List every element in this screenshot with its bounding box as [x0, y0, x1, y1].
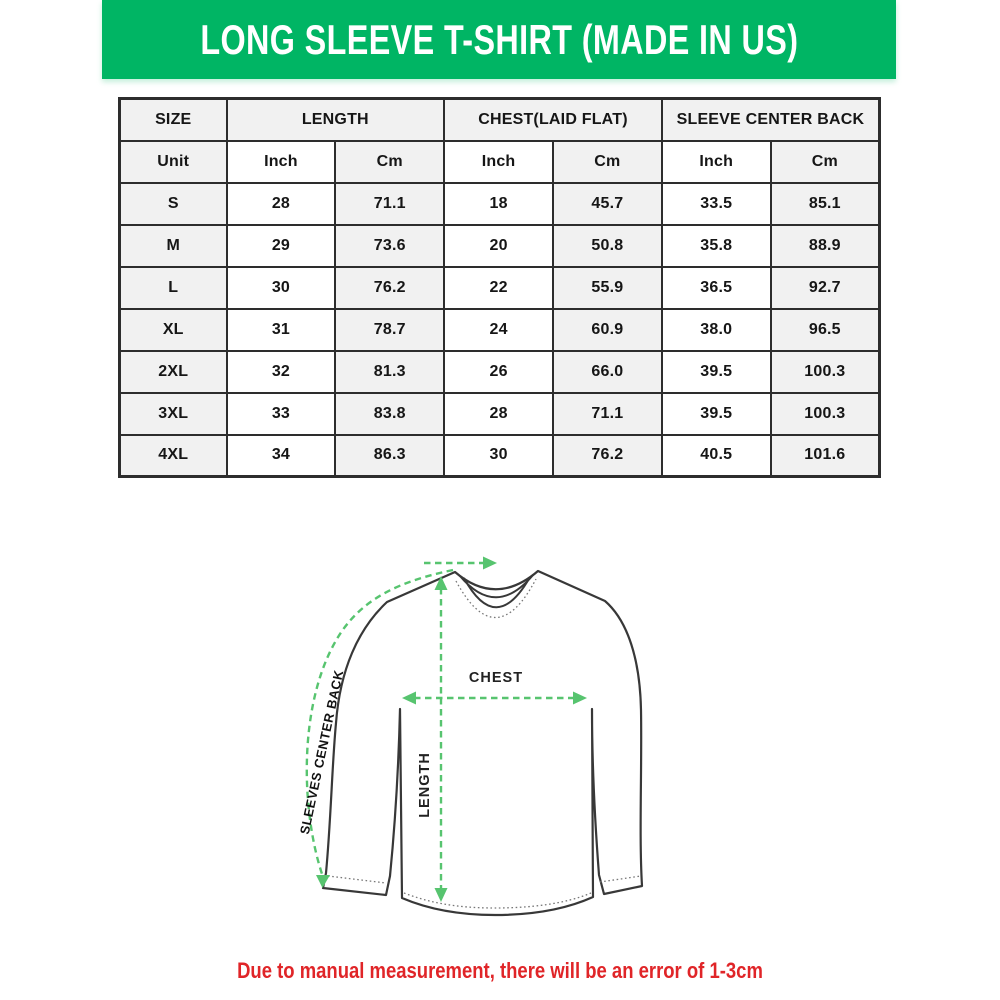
measurement-cell: 33.5 [660, 181, 772, 226]
unit-header: Cm [769, 139, 881, 184]
left-cuff-stitch-line [327, 875, 387, 884]
measurement-cell: 32 [225, 349, 337, 394]
measurement-cell: 31 [225, 307, 337, 352]
measurement-cell: 88.9 [769, 223, 881, 268]
measurement-cell: 24 [443, 307, 554, 352]
measurement-cell: 73.6 [334, 223, 446, 268]
chest-label: CHEST [469, 670, 523, 686]
sleeve-arrowhead-down [316, 875, 330, 888]
measurement-cell: 76.2 [334, 265, 446, 310]
measurement-cell: 92.7 [769, 265, 881, 310]
measurement-cell: 34 [225, 433, 337, 478]
measurement-cell: 85.1 [769, 181, 881, 226]
measurement-cell: 101.6 [769, 433, 881, 478]
title-banner: LONG SLEEVE T-SHIRT (MADE IN US) [102, 0, 896, 79]
measurement-cell: 33 [225, 391, 337, 436]
table-row: S 28 71.1 18 45.7 33.5 85.1 [118, 181, 881, 226]
unit-header: Inch [225, 139, 337, 184]
row-size-label: 3XL [118, 391, 228, 436]
row-size-label: 2XL [118, 349, 228, 394]
measurement-cell: 20 [443, 223, 554, 268]
size-chart-table: SIZE LENGTH CHEST(LAID FLAT) SLEEVE CENTER … [118, 97, 881, 478]
measurement-cell: 26 [443, 349, 554, 394]
measurement-cell: 86.3 [334, 433, 446, 478]
measurement-cell: 76.2 [551, 433, 663, 478]
measurement-cell: 18 [443, 181, 554, 226]
unit-header: Cm [334, 139, 446, 184]
unit-row-label: Unit [118, 139, 228, 184]
measurement-cell: 30 [225, 265, 337, 310]
page-title: LONG SLEEVE T-SHIRT (MADE IN US) [199, 15, 799, 63]
measurement-cell: 96.5 [769, 307, 881, 352]
measurement-cell: 71.1 [334, 181, 446, 226]
length-arrowhead-down [434, 888, 448, 902]
unit-header: Inch [660, 139, 772, 184]
row-size-label: M [118, 223, 228, 268]
col-header-group: CHEST(LAID FLAT) [443, 97, 663, 142]
measurement-cell: 40.5 [660, 433, 772, 478]
measurement-cell: 100.3 [769, 391, 881, 436]
table-row: 3XL 33 83.8 28 71.1 39.5 100.3 [118, 391, 881, 436]
row-size-label: L [118, 265, 228, 310]
measurement-cell: 29 [225, 223, 337, 268]
measurement-cell: 39.5 [660, 391, 772, 436]
length-label: LENGTH [417, 752, 433, 818]
measurement-cell: 100.3 [769, 349, 881, 394]
neck-arrowhead-right [483, 556, 497, 570]
measurement-cell: 28 [225, 181, 337, 226]
chest-arrowhead-left [402, 691, 416, 705]
size-chart-table-wrap: SIZE LENGTH CHEST(LAID FLAT) SLEEVE CENTER … [118, 97, 881, 478]
collar-neck-line [463, 576, 531, 609]
unit-header: Cm [551, 139, 663, 184]
measurement-cell: 78.7 [334, 307, 446, 352]
row-size-label: S [118, 181, 228, 226]
measurement-cell: 55.9 [551, 265, 663, 310]
table-row: L 30 76.2 22 55.9 36.5 92.7 [118, 265, 881, 310]
measurement-cell: 60.9 [551, 307, 663, 352]
measurement-cell: 28 [443, 391, 554, 436]
tshirt-outline [321, 569, 644, 917]
chest-arrowhead-right [573, 691, 587, 705]
measurement-cell: 35.8 [660, 223, 772, 268]
measurement-cell: 36.5 [660, 265, 772, 310]
measurement-cell: 30 [443, 433, 554, 478]
measurement-note-row: Due to manual measurement, there will be… [0, 958, 1000, 984]
measurement-cell: 71.1 [551, 391, 663, 436]
hem-stitch-line [403, 892, 592, 909]
measurement-cell: 83.8 [334, 391, 446, 436]
measurement-cell: 66.0 [551, 349, 663, 394]
measurement-cell: 50.8 [551, 223, 663, 268]
length-arrowhead-up [434, 576, 448, 590]
unit-header: Inch [443, 139, 554, 184]
row-size-label: 4XL [118, 433, 228, 478]
table-row: 4XL 34 86.3 30 76.2 40.5 101.6 [118, 433, 881, 478]
measurement-cell: 81.3 [334, 349, 446, 394]
table-row: XL 31 78.7 24 60.9 38.0 96.5 [118, 307, 881, 352]
col-header-size: SIZE [118, 97, 228, 142]
table-row: 2XL 32 81.3 26 66.0 39.5 100.3 [118, 349, 881, 394]
measurement-cell: 39.5 [660, 349, 772, 394]
measurement-cell: 45.7 [551, 181, 663, 226]
row-size-label: XL [118, 307, 228, 352]
measurement-cell: 38.0 [660, 307, 772, 352]
table-row: M 29 73.6 20 50.8 35.8 88.9 [118, 223, 881, 268]
right-cuff-stitch-line [599, 875, 642, 883]
tshirt-measurement-diagram: CHEST LENGTH SLEEVES CENTER BACK [297, 556, 644, 917]
collar-stitch-line [455, 578, 537, 619]
measurement-cell: 22 [443, 265, 554, 310]
col-header-group: LENGTH [225, 97, 446, 142]
measurement-note: Due to manual measurement, there will be… [237, 958, 763, 983]
col-header-group: SLEEVE CENTER BACK [660, 97, 881, 142]
